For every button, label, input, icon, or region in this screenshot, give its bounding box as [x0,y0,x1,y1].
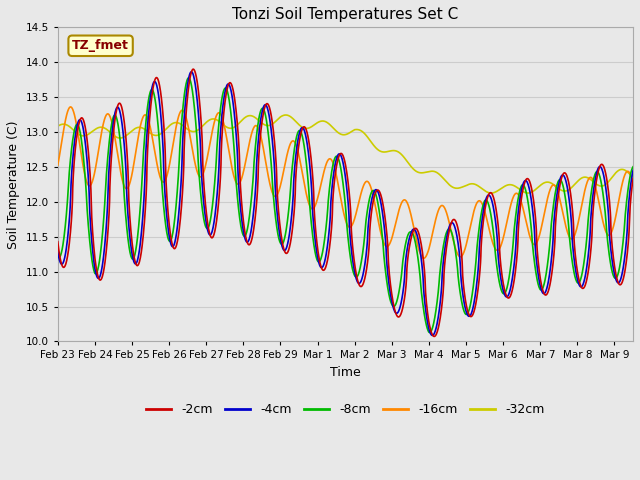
-32cm [613,169,621,175]
-2cm [613,275,621,281]
-2cm [508,291,515,297]
Line: -8cm: -8cm [58,78,633,333]
-32cm [54,123,61,129]
-16cm [319,175,326,180]
-32cm [508,182,515,188]
-16cm [67,104,74,110]
Legend: -2cm, -4cm, -8cm, -16cm, -32cm: -2cm, -4cm, -8cm, -16cm, -32cm [141,398,550,421]
-8cm [613,274,621,280]
-16cm [420,255,428,261]
Line: -32cm: -32cm [58,115,633,193]
-4cm [508,282,515,288]
-16cm [629,180,637,186]
-4cm [83,158,91,164]
-2cm [54,239,61,245]
X-axis label: Time: Time [330,366,361,379]
-8cm [54,253,61,259]
-16cm [613,207,621,213]
Text: TZ_fmet: TZ_fmet [72,39,129,52]
-4cm [319,264,326,270]
-4cm [188,69,195,75]
-2cm [83,137,91,143]
-2cm [430,334,438,339]
-2cm [319,267,326,273]
-4cm [613,279,621,285]
-16cm [84,180,92,186]
-8cm [319,250,326,255]
-2cm [629,176,637,181]
Title: Tonzi Soil Temperatures Set C: Tonzi Soil Temperatures Set C [232,7,458,22]
-4cm [334,152,342,158]
-16cm [54,162,61,168]
-32cm [629,174,637,180]
-2cm [334,157,342,163]
-8cm [629,164,637,170]
-32cm [83,132,91,138]
-16cm [613,209,621,215]
Line: -2cm: -2cm [58,69,633,336]
-32cm [613,169,621,175]
-8cm [508,258,515,264]
-8cm [83,206,91,212]
-16cm [334,180,342,185]
-4cm [629,168,637,173]
-8cm [334,155,342,160]
-2cm [189,66,197,72]
-4cm [613,278,621,284]
-8cm [613,275,621,280]
-2cm [613,276,621,282]
-32cm [282,112,289,118]
-32cm [334,130,342,135]
Line: -16cm: -16cm [58,107,633,258]
-32cm [319,118,326,124]
-8cm [426,330,433,336]
Line: -4cm: -4cm [58,72,633,336]
-8cm [185,75,193,81]
-4cm [54,249,61,255]
-32cm [487,190,495,196]
-4cm [429,333,436,338]
Y-axis label: Soil Temperature (C): Soil Temperature (C) [7,120,20,249]
-16cm [508,200,515,206]
